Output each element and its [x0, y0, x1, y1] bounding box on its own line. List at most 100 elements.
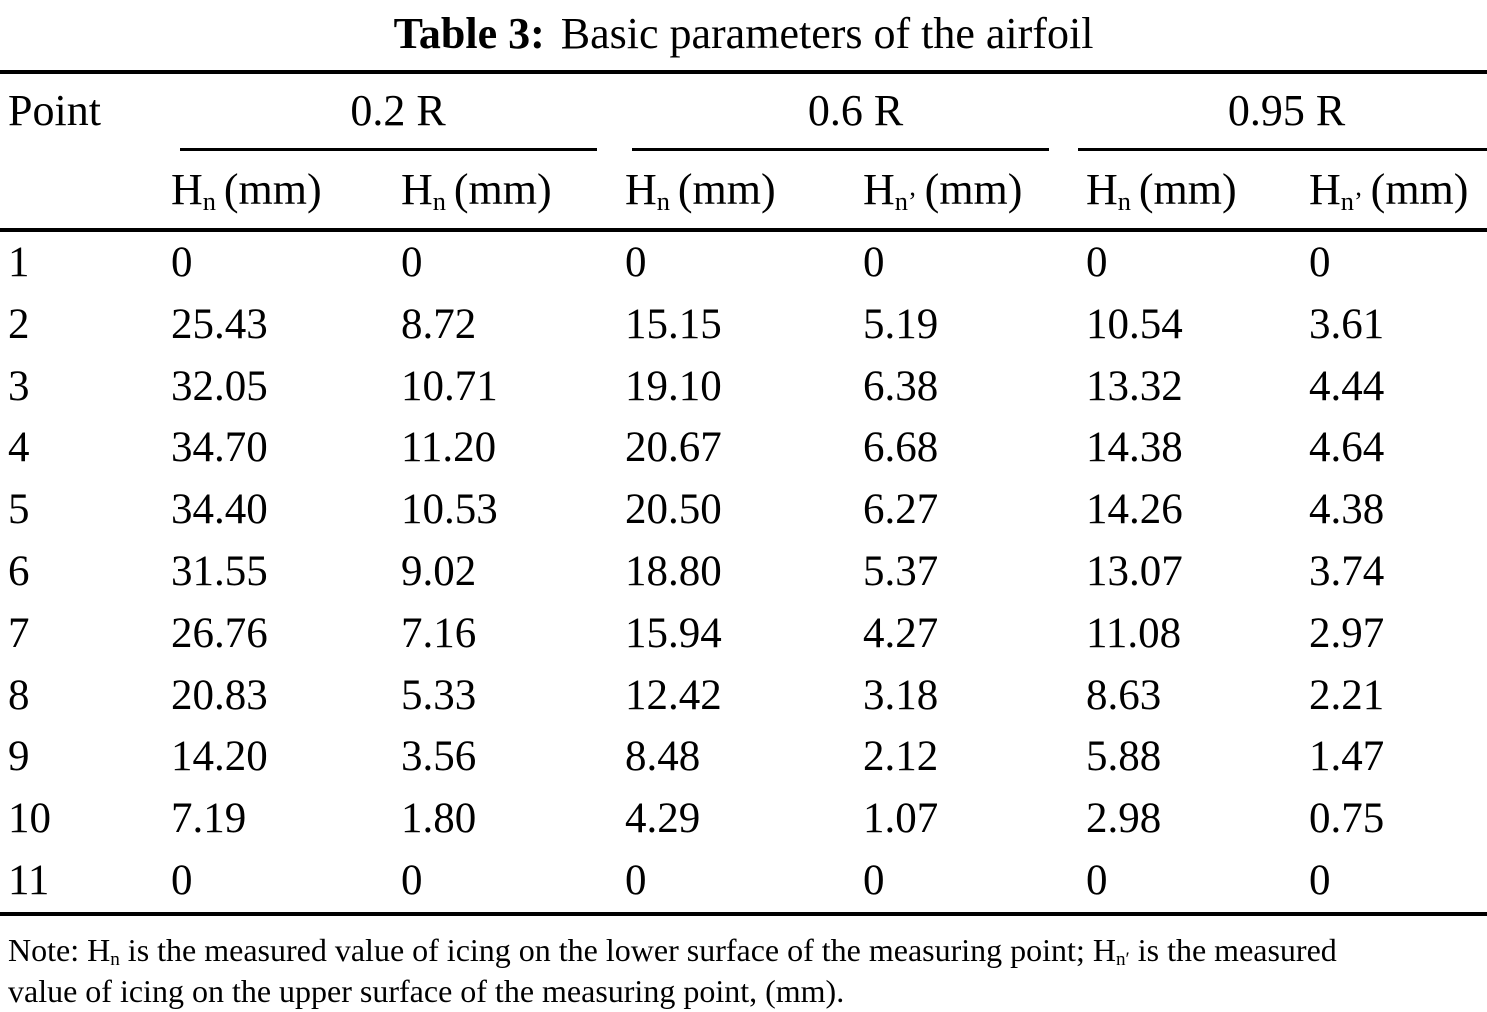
value-cell: 5.88	[1086, 733, 1162, 781]
value-cell: 5.33	[401, 671, 477, 719]
mid-rule	[0, 228, 1487, 232]
value-cell: 10.71	[401, 362, 498, 410]
header-subscript: n’	[894, 185, 917, 216]
value-cell: 6.38	[863, 362, 939, 410]
point-cell: 8	[8, 671, 30, 719]
value-cell: 15.94	[625, 609, 722, 657]
value-cell: 7.19	[171, 795, 247, 843]
value-cell: 18.80	[625, 547, 722, 595]
value-cell: 0	[401, 856, 423, 904]
header-subscript: n	[432, 185, 446, 216]
value-cell: 26.76	[171, 609, 268, 657]
value-cell: 5.37	[863, 547, 939, 595]
value-cell: 14.38	[1086, 424, 1183, 472]
value-cell: 6.68	[863, 424, 939, 472]
value-cell: 8.63	[1086, 671, 1162, 719]
footnote-subscript: n	[110, 948, 120, 970]
header-unit: (mm)	[924, 165, 1023, 214]
point-cell: 3	[8, 362, 30, 410]
col-header-hn-06r-upper: Hn’ (mm)	[863, 151, 1086, 228]
value-cell: 0	[401, 239, 423, 286]
value-cell: 2.97	[1309, 609, 1385, 657]
point-cell: 2	[8, 300, 30, 348]
value-cell: 2.21	[1309, 671, 1385, 719]
col-header-hn-02r-upper: Hn (mm)	[401, 151, 625, 228]
group-header-0-95R: 0.95 R	[1227, 86, 1346, 135]
col-header-hn-095r-lower: Hn (mm)	[1086, 151, 1309, 228]
header-symbol: H	[863, 165, 895, 214]
footnote-text: is the measured	[1129, 931, 1337, 968]
value-cell: 5.19	[863, 300, 939, 348]
value-cell: 20.83	[171, 671, 268, 719]
value-cell: 3.74	[1309, 547, 1385, 595]
value-cell: 4.38	[1309, 486, 1385, 534]
header-symbol: H	[1309, 165, 1341, 214]
table-row: 9 14.20 3.56 8.48 2.12 5.88 1.47	[0, 726, 1487, 788]
value-cell: 0	[863, 239, 885, 286]
value-cell: 20.67	[625, 424, 722, 472]
header-unit: (mm)	[453, 165, 552, 214]
group-header-0-2R: 0.2 R	[350, 86, 446, 135]
value-cell: 0	[625, 239, 647, 286]
point-cell: 1	[8, 239, 30, 286]
header-symbol: H	[1086, 165, 1118, 214]
table-row: 3 32.05 10.71 19.10 6.38 13.32 4.44	[0, 356, 1487, 418]
value-cell: 8.48	[625, 733, 701, 781]
value-cell: 34.40	[171, 486, 268, 534]
value-cell: 0	[625, 856, 647, 904]
value-cell: 34.70	[171, 424, 268, 472]
header-unit: (mm)	[1138, 165, 1237, 214]
value-cell: 0.75	[1309, 795, 1385, 843]
table-row: 1 0 0 0 0 0 0	[0, 232, 1487, 294]
value-cell: 31.55	[171, 547, 268, 595]
value-cell: 6.27	[863, 486, 939, 534]
value-cell: 1.07	[863, 795, 939, 843]
value-cell: 10.53	[401, 486, 498, 534]
header-symbol: H	[625, 165, 657, 214]
value-cell: 3.56	[401, 733, 477, 781]
col-header-point: Point	[8, 86, 101, 135]
footnote-text: Note: H	[8, 931, 111, 968]
header-symbol: H	[171, 165, 203, 214]
group-underline-row	[0, 148, 1487, 151]
value-cell: 10.54	[1086, 300, 1183, 348]
header-subscript: n	[202, 185, 216, 216]
value-cell: 12.42	[625, 671, 722, 719]
table-row: 4 34.70 11.20 20.67 6.68 14.38 4.64	[0, 417, 1487, 479]
value-cell: 0	[1086, 239, 1108, 286]
table-row: 10 7.19 1.80 4.29 1.07 2.98 0.75	[0, 788, 1487, 850]
value-cell: 14.26	[1086, 486, 1183, 534]
value-cell: 1.80	[401, 795, 477, 843]
value-cell: 20.50	[625, 486, 722, 534]
table-row: 5 34.40 10.53 20.50 6.27 14.26 4.38	[0, 479, 1487, 541]
header-unit: (mm)	[223, 165, 322, 214]
subheader-empty	[8, 151, 171, 228]
value-cell: 25.43	[171, 300, 268, 348]
value-cell: 11.08	[1086, 609, 1182, 657]
table-row: 11 0 0 0 0 0 0	[0, 850, 1487, 912]
footnote-text: value of icing on the upper surface of t…	[8, 972, 845, 1009]
table-row: 8 20.83 5.33 12.42 3.18 8.63 2.21	[0, 665, 1487, 727]
value-cell: 4.64	[1309, 424, 1385, 472]
table-row: 6 31.55 9.02 18.80 5.37 13.07 3.74	[0, 541, 1487, 603]
point-cell: 5	[8, 486, 30, 534]
value-cell: 1.47	[1309, 733, 1385, 781]
value-cell: 0	[1086, 856, 1108, 904]
value-cell: 0	[1309, 856, 1331, 904]
value-cell: 3.61	[1309, 300, 1385, 348]
value-cell: 3.18	[863, 671, 939, 719]
value-cell: 19.10	[625, 362, 722, 410]
point-cell: 6	[8, 547, 30, 595]
value-cell: 15.15	[625, 300, 722, 348]
group-rule-0-6R	[632, 148, 1049, 151]
group-rule-0-2R	[180, 148, 597, 151]
header-subscript: n	[656, 185, 670, 216]
header-unit: (mm)	[677, 165, 776, 214]
point-cell: 7	[8, 609, 30, 657]
value-cell: 32.05	[171, 362, 268, 410]
group-header-row: Point 0.2 R 0.6 R 0.95 R	[0, 74, 1487, 148]
top-rule	[0, 70, 1487, 74]
value-cell: 4.44	[1309, 362, 1385, 410]
point-cell: 9	[8, 733, 30, 781]
